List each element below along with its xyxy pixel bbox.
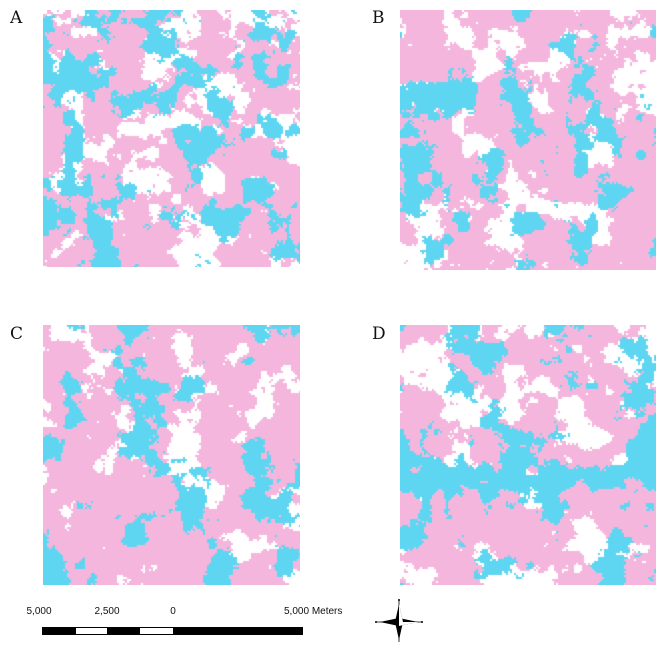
landscape-map-a [43,10,300,267]
landscape-raster-d [400,325,656,585]
scale-segment [140,627,173,635]
scale-units-label: 5,000 Meters [284,606,342,617]
landscape-map-c [43,325,300,585]
scale-tick-label: 0 [170,606,176,617]
landscape-map-d [400,325,656,585]
panel-label-c: C [10,324,24,344]
scale-segment [107,627,140,635]
scale-segment [76,627,107,635]
scale-segment [173,627,303,635]
panel-label-d: D [372,324,386,344]
scale-tick-label: 5,000 [284,606,310,617]
scale-segment [42,627,76,635]
panel-label-a: A [10,8,23,28]
landscape-map-b [400,10,656,270]
scale-tick-label: 2,500 [94,606,120,617]
compass-star-icon [372,598,426,644]
panel-label-b: B [372,8,385,28]
scale-units: Meters [311,606,343,617]
landscape-raster-a [43,10,300,267]
landscape-raster-b [400,10,656,270]
landscape-raster-c [43,325,300,585]
scale-tick-label: 5,000 [26,606,52,617]
